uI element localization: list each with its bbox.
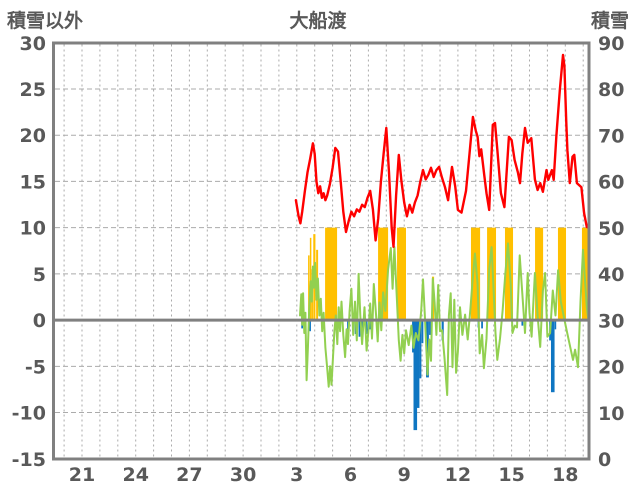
x-axis-tick-label: 30	[230, 464, 256, 486]
right-axis-tick-label: 90	[598, 33, 624, 55]
chart-title: 大船渡	[289, 10, 347, 32]
blue-bar	[554, 320, 557, 330]
yellow-bar	[325, 227, 338, 321]
x-axis-tick-label: 9	[398, 464, 411, 486]
x-axis-tick-label: 21	[69, 464, 95, 486]
right-axis-title: 積雪	[590, 10, 629, 32]
left-axis-tick-label: 25	[20, 79, 46, 101]
green-line	[299, 242, 589, 396]
x-axis-tick-label: 6	[344, 464, 357, 486]
left-axis-tick-label: 15	[20, 171, 46, 193]
left-axis-tick-label: 0	[33, 310, 46, 332]
left-axis-tick-label: 10	[20, 218, 46, 240]
blue-bar	[361, 320, 364, 332]
blue-bar	[365, 320, 368, 334]
right-axis-tick-label: 50	[598, 218, 624, 240]
blue-bar	[550, 320, 555, 393]
yellow-bar	[470, 227, 481, 321]
yellow-bar	[378, 227, 389, 321]
x-axis-tick-label: 12	[445, 464, 471, 486]
left-axis-tick-label: -5	[25, 356, 46, 378]
blue-bar	[521, 320, 524, 326]
right-axis-tick-label: 70	[598, 125, 624, 147]
yellow-bar	[535, 227, 544, 321]
right-axis-tick-label: 80	[598, 79, 624, 101]
right-axis-tick-label: 60	[598, 172, 624, 194]
right-axis-tick-label: 0	[598, 449, 611, 471]
yellow-bar	[308, 255, 310, 321]
right-axis-tick-label: 10	[598, 403, 624, 425]
x-axis-tick-label: 18	[552, 464, 578, 486]
yellow-bar	[557, 227, 567, 321]
x-axis-tick-label: 24	[122, 464, 148, 486]
blue-bar	[421, 320, 424, 344]
x-axis-tick-label: 27	[176, 464, 202, 486]
blue-bar	[481, 320, 483, 329]
blue-bar	[309, 320, 311, 332]
blue-bar	[358, 320, 361, 337]
left-axis-tick-label: 20	[20, 125, 46, 147]
left-axis-tick-label: 5	[33, 264, 46, 286]
right-axis-tick-label: 20	[598, 357, 624, 379]
right-axis-tick-label: 30	[598, 310, 624, 332]
blue-bar	[419, 320, 422, 379]
blue-bar	[426, 320, 429, 378]
red-line	[294, 53, 589, 249]
yellow-bar	[487, 227, 497, 321]
yellow-bar	[309, 237, 312, 321]
blue-bar	[413, 320, 418, 431]
left-axis-title: 積雪以外	[7, 10, 84, 32]
x-axis-tick-label: 3	[290, 464, 303, 486]
blue-bar	[429, 320, 431, 335]
blue-bar	[416, 320, 420, 408]
plot-frame	[52, 41, 591, 461]
left-axis-tick-label: -15	[12, 449, 46, 471]
left-axis-tick-label: -10	[12, 403, 46, 425]
yellow-bar	[504, 227, 514, 321]
left-axis-tick-label: 30	[20, 33, 46, 55]
blue-bar	[369, 320, 372, 330]
x-axis-tick-label: 15	[498, 464, 524, 486]
right-axis-tick-label: 40	[598, 264, 624, 286]
plot-area	[294, 53, 589, 431]
yellow-bar	[397, 227, 406, 321]
